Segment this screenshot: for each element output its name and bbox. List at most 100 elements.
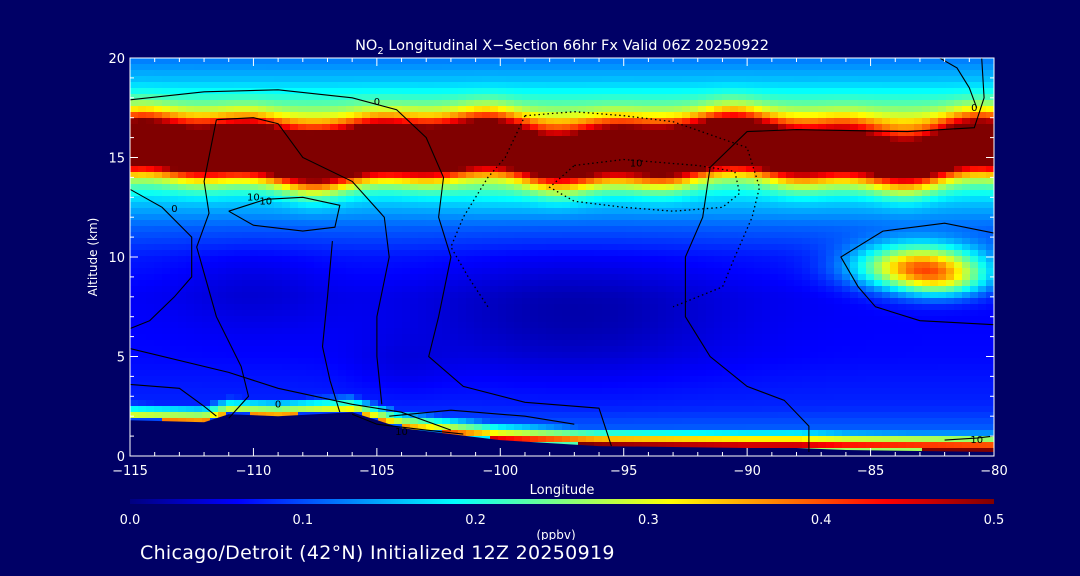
heatmap-cell [466, 190, 475, 197]
heatmap-cell [178, 400, 187, 407]
heatmap-cell [522, 376, 531, 383]
heatmap-cell [554, 70, 563, 77]
heatmap-cell [706, 304, 715, 311]
heatmap-cell [162, 64, 171, 71]
heatmap-cell [162, 88, 171, 95]
heatmap-cell [626, 358, 635, 365]
heatmap-cell [498, 394, 507, 401]
heatmap-cell [602, 442, 611, 449]
heatmap-cell [714, 346, 723, 353]
heatmap-cell [634, 430, 643, 437]
heatmap-cell [562, 76, 571, 83]
heatmap-cell [562, 88, 571, 95]
heatmap-cell [706, 268, 715, 275]
heatmap-cell [666, 286, 675, 293]
heatmap-cell [642, 124, 651, 131]
heatmap-cell [594, 340, 603, 347]
heatmap-cell [538, 238, 547, 245]
heatmap-cell [538, 142, 547, 149]
heatmap-cell [610, 436, 619, 443]
heatmap-cell [538, 316, 547, 323]
heatmap-cell [282, 124, 291, 131]
heatmap-cell [258, 262, 267, 269]
heatmap-cell [354, 208, 363, 215]
heatmap-cell [138, 400, 147, 407]
heatmap-cell [714, 304, 723, 311]
heatmap-cell [146, 298, 155, 305]
heatmap-cell [226, 382, 235, 389]
heatmap-cell [682, 124, 691, 131]
heatmap-cell [322, 328, 331, 335]
heatmap-cell [258, 202, 267, 209]
heatmap-cell [578, 316, 587, 323]
heatmap-cell [642, 220, 651, 227]
heatmap-cell [458, 208, 467, 215]
heatmap-cell [626, 124, 635, 131]
heatmap-cell [610, 334, 619, 341]
heatmap-cell [538, 136, 547, 143]
heatmap-cell [330, 310, 339, 317]
heatmap-cell [314, 238, 323, 245]
heatmap-cell [538, 280, 547, 287]
heatmap-cell [474, 388, 483, 395]
heatmap-cell [194, 166, 203, 173]
heatmap-cell [426, 328, 435, 335]
heatmap-cell [474, 106, 483, 113]
heatmap-cell [426, 370, 435, 377]
heatmap-cell [682, 220, 691, 227]
heatmap-cell [506, 280, 515, 287]
heatmap-cell [386, 214, 395, 221]
heatmap-cell [538, 328, 547, 335]
heatmap-cell [194, 292, 203, 299]
heatmap-cell [618, 76, 627, 83]
heatmap-cell [514, 232, 523, 239]
heatmap-cell [410, 190, 419, 197]
heatmap-cell [722, 82, 731, 89]
heatmap-cell [674, 286, 683, 293]
heatmap-cell [410, 268, 419, 275]
heatmap-cell [402, 166, 411, 173]
heatmap-cell [698, 112, 707, 119]
heatmap-cell [578, 304, 587, 311]
heatmap-cell [506, 262, 515, 269]
heatmap-cell [698, 310, 707, 317]
heatmap-cell [162, 166, 171, 173]
heatmap-cell [610, 352, 619, 359]
heatmap-cell [154, 226, 163, 233]
heatmap-cell [154, 340, 163, 347]
heatmap-cell [618, 304, 627, 311]
heatmap-cell [602, 328, 611, 335]
heatmap-cell [698, 184, 707, 191]
heatmap-cell [362, 82, 371, 89]
heatmap-cell [714, 334, 723, 341]
heatmap-cell [258, 382, 267, 389]
heatmap-cell [130, 100, 139, 107]
heatmap-cell [586, 322, 595, 329]
heatmap-cell [186, 328, 195, 335]
heatmap-cell [194, 322, 203, 329]
heatmap-cell [162, 400, 171, 407]
heatmap-cell [626, 160, 635, 167]
heatmap-cell [386, 154, 395, 161]
heatmap-cell [186, 406, 195, 413]
heatmap-cell [586, 202, 595, 209]
heatmap-cell [714, 232, 723, 239]
heatmap-cell [618, 442, 627, 449]
heatmap-cell [474, 250, 483, 257]
heatmap-cell [602, 250, 611, 257]
heatmap-cell [442, 280, 451, 287]
heatmap-cell [226, 190, 235, 197]
heatmap-cell [674, 322, 683, 329]
heatmap-cell [226, 70, 235, 77]
heatmap-cell [650, 406, 659, 413]
heatmap-cell [674, 232, 683, 239]
heatmap-cell [282, 382, 291, 389]
heatmap-cell [194, 268, 203, 275]
heatmap-cell [378, 88, 387, 95]
heatmap-cell [266, 184, 275, 191]
heatmap-cell [298, 178, 307, 185]
heatmap-cell [474, 310, 483, 317]
heatmap-cell [690, 82, 699, 89]
heatmap-cell [674, 82, 683, 89]
heatmap-cell [378, 184, 387, 191]
